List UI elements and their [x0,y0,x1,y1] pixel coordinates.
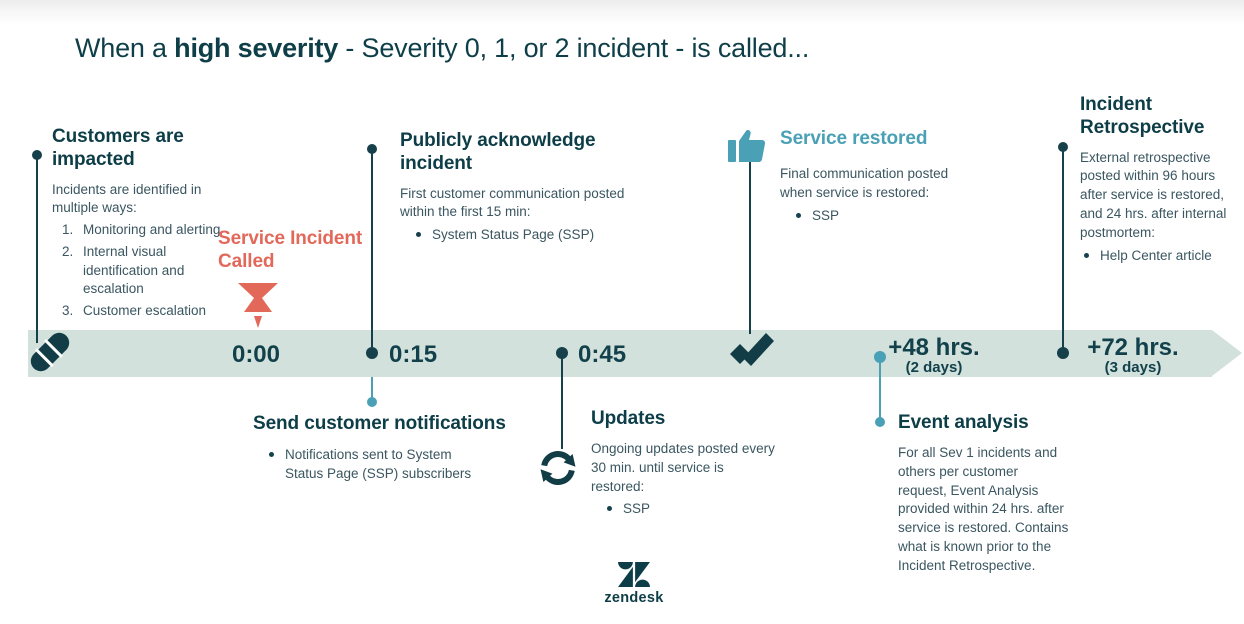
timeline-dot-0-15 [366,347,378,359]
bullet-icon [416,226,432,245]
bullet-item: SSP [591,500,777,519]
time-sublabel-48hrs: (2 days) [905,359,963,376]
zendesk-wordmark: zendesk [604,590,664,606]
bullet-text: SSP [812,207,840,223]
bullet-text: System Status Page (SSP) [432,227,595,243]
event-title: Updates [591,408,666,429]
time-sublabel-72hrs: (3 days) [1104,359,1162,376]
bullet-item: Help Center article [1080,247,1242,266]
connector-dot [1058,142,1068,152]
event-title: Publicly acknowledge incident [400,130,596,174]
timeline-dot-72hrs [1057,347,1069,359]
connector-service-restored [749,162,751,334]
event-service-incident-called: Service Incident Called [218,228,368,274]
event-title: Service Incident Called [218,228,363,272]
time-label-0-15: 0:15 [389,341,438,368]
bullet-text: Help Center article [1100,248,1212,264]
event-incident-retrospective: Incident Retrospective External retrospe… [1080,94,1242,266]
event-title: Event analysis [898,412,1029,433]
bullet-item: System Status Page (SSP) [400,226,645,245]
event-service-restored: Service restored Final communication pos… [780,128,972,225]
numbered-item: 1. Monitoring and alerting [52,221,228,240]
connector-dot [32,150,42,160]
timeline-band [28,330,1212,377]
bullet-icon [607,500,623,519]
event-customers-impacted: Customers are impacted Incidents are ide… [52,126,228,321]
refresh-icon [540,451,576,485]
title-emphasis: high severity [174,33,339,63]
item-text: Internal visual identification and escal… [83,244,185,297]
timeline-dot-0-45 [556,347,568,359]
bullet-item: Notifications sent to System Status Page… [253,446,483,484]
time-label-0-45: 0:45 [578,341,627,368]
zendesk-logo-icon [618,562,650,587]
numbered-item: 3. Customer escalation [52,302,228,321]
event-send-customer-notifications: Send customer notifications Notification… [253,413,523,484]
bullet-item: SSP [780,207,972,226]
time-label-0-00: 0:00 [231,341,281,368]
item-text: Customer escalation [83,302,207,318]
pushpin-icon [238,283,278,328]
numbered-item: 2. Internal visual identification and es… [52,243,228,299]
title-prefix: When a [75,33,175,63]
bullet-icon [269,446,285,484]
connector-send-notifications [371,377,373,399]
event-body: External retrospective posted within 96 … [1080,149,1227,241]
event-body: First customer communication posted with… [400,185,625,220]
checkmark-icon [730,333,774,366]
connector-dot [875,417,885,427]
connector-dot [367,144,377,154]
connector-updates [561,353,563,449]
top-fade [0,0,1244,26]
thumbs-up-icon [728,129,766,162]
connector-customers-impacted [36,155,38,343]
item-text: Monitoring and alerting [83,222,221,238]
event-title: Send customer notifications [253,413,506,434]
pill-icon [30,332,70,372]
event-publicly-acknowledge: Publicly acknowledge incident First cust… [400,130,645,245]
event-title: Service restored [780,128,928,149]
title-suffix: - Severity 0, 1, or 2 incident - is call… [338,33,810,63]
event-body: Final communication posted when service … [780,165,949,200]
event-body: Incidents are identified in multiple way… [52,181,202,216]
bullet-text: Notifications sent to System Status Page… [285,446,472,481]
item-number: 2. [62,244,74,259]
event-title: Customers are impacted [52,126,184,170]
bullet-icon [796,207,812,226]
bullet-text: SSP [623,501,651,517]
page-title: When a high severity - Severity 0, 1, or… [75,33,809,64]
event-title: Incident Retrospective [1080,94,1205,138]
connector-dot [367,397,377,407]
event-body: Ongoing updates posted every 30 min. unt… [591,440,775,494]
timeline-arrowhead [1212,330,1242,376]
time-label-72hrs: +72 hrs. [1087,334,1179,361]
time-label-48hrs: +48 hrs. [888,334,980,361]
connector-incident-retrospective [1062,147,1064,353]
event-body: For all Sev 1 incidents and others per c… [898,444,1069,574]
event-updates: Updates Ongoing updates posted every 30 … [591,408,777,519]
connector-event-analysis [879,357,881,419]
bullet-icon [1084,247,1100,266]
event-event-analysis: Event analysis For all Sev 1 incidents a… [898,412,1070,576]
item-number: 1. [62,222,74,238]
connector-publicly-acknowledge [371,149,373,354]
item-number: 3. [62,302,74,318]
